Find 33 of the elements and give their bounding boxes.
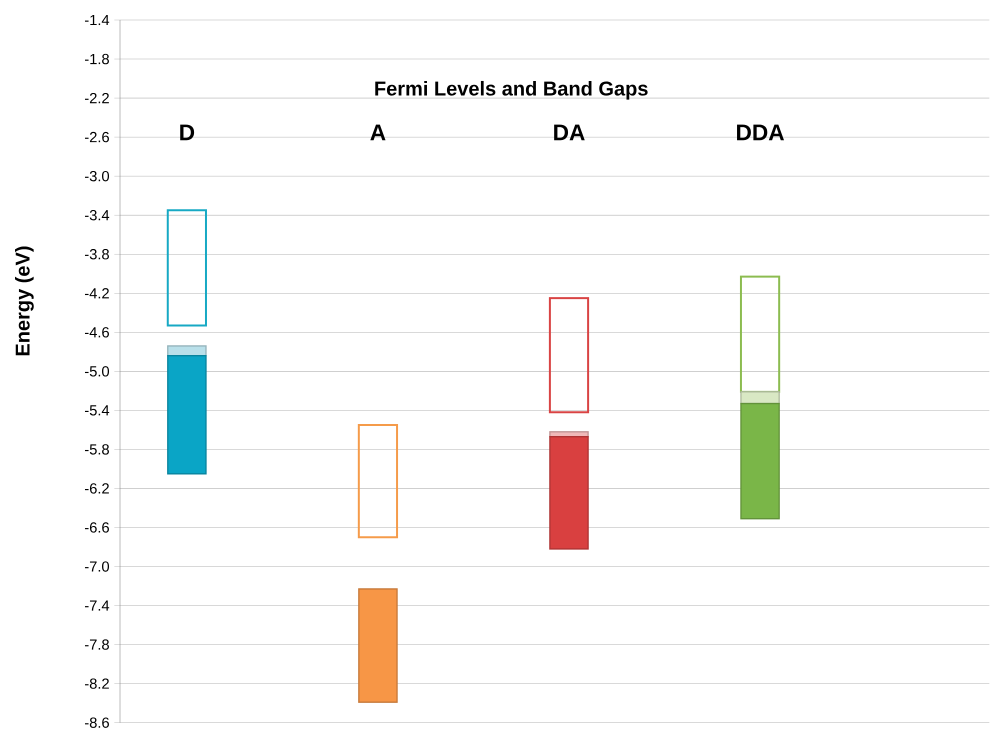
y-tick-label: -4.6 xyxy=(84,327,109,338)
y-tick-label: -3.8 xyxy=(84,249,109,260)
x-tick-label: DDA xyxy=(737,124,784,140)
y-tick-label: -2.2 xyxy=(84,92,109,104)
y-tick-label: -8.2 xyxy=(84,678,109,689)
y-tick-label: -5.8 xyxy=(84,444,109,455)
bar xyxy=(549,436,589,550)
y-tick-label: -8.6 xyxy=(84,717,109,728)
y-tick-label: -5.0 xyxy=(84,366,110,377)
y-tick-label: -6.2 xyxy=(84,483,109,494)
bar xyxy=(358,424,398,538)
bar xyxy=(740,402,780,520)
y-tick-label: -3.0 xyxy=(84,170,110,182)
y-tick-label: -7.8 xyxy=(84,639,109,650)
bar xyxy=(358,588,398,703)
bar xyxy=(548,297,590,414)
y-tick-label: -7.0 xyxy=(84,561,110,572)
bar xyxy=(166,209,207,326)
y-tick-label: -7.4 xyxy=(84,600,110,611)
y-tick-label: -2.6 xyxy=(84,132,109,142)
y-tick-label: -1.8 xyxy=(84,54,109,64)
bar xyxy=(740,391,780,404)
y-tick-label: -6.6 xyxy=(84,522,109,533)
y-axis-title: Energy (eV) xyxy=(15,246,34,356)
text: Fermi Levels and Band Gaps xyxy=(375,80,648,100)
x-tick-label: D xyxy=(180,124,194,140)
x-tick-label: A xyxy=(370,124,386,140)
x-tick-label: DA xyxy=(554,124,585,140)
y-tick-label: -5.4 xyxy=(84,405,110,416)
bar xyxy=(167,355,207,474)
y-tick-label: -1.4 xyxy=(84,14,110,26)
y-tick-label: -3.4 xyxy=(84,210,110,220)
y-tick-label: -4.2 xyxy=(84,288,109,298)
